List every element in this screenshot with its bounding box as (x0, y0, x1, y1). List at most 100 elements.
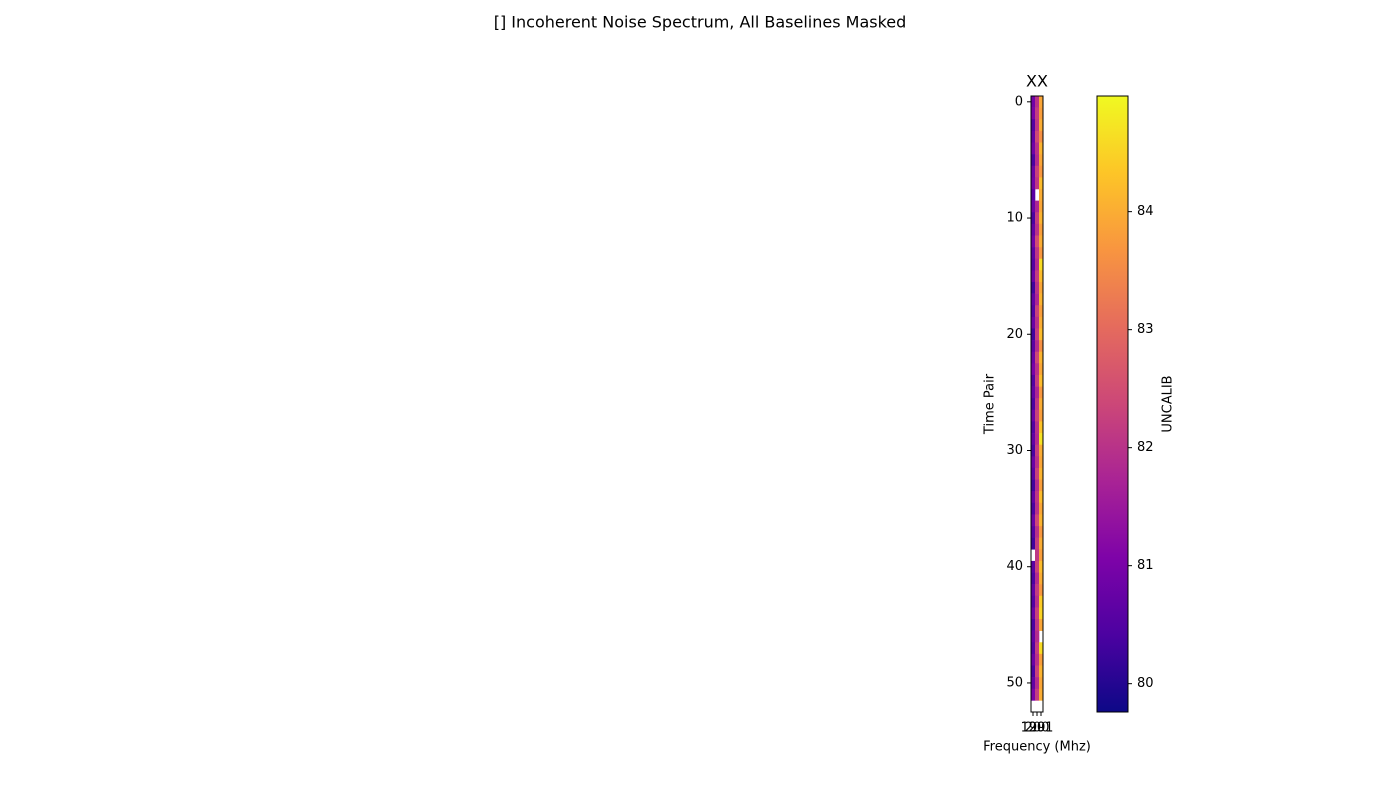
heat-cell (1035, 537, 1040, 550)
heat-cell (1039, 444, 1044, 457)
heat-cell (1039, 223, 1044, 236)
heat-cell (1039, 572, 1044, 585)
heat-cell (1039, 409, 1044, 422)
y-tick-label: 30 (1006, 443, 1023, 458)
heat-cell (1031, 421, 1036, 434)
heat-cell (1031, 177, 1036, 190)
heat-cell (1035, 305, 1040, 318)
heat-cell (1039, 200, 1044, 213)
heat-cell (1031, 154, 1036, 167)
heat-cell (1031, 409, 1036, 422)
heat-cell (1035, 677, 1040, 690)
heat-cell (1039, 316, 1044, 329)
heat-cell (1035, 398, 1040, 411)
heat-cell (1039, 421, 1044, 434)
heat-cell (1039, 130, 1044, 143)
heat-cell (1039, 502, 1044, 515)
heat-cell (1039, 340, 1044, 352)
heat-cell (1039, 595, 1044, 608)
heat-cell (1031, 595, 1036, 608)
heat-cell (1031, 688, 1036, 701)
heat-cell (1031, 340, 1036, 352)
heat-cell (1039, 212, 1044, 225)
heat-cell (1035, 386, 1040, 399)
x-tick-label: 200 (1025, 721, 1050, 736)
heat-cell (1035, 688, 1040, 701)
heat-cell (1031, 607, 1036, 620)
heat-cell (1039, 467, 1044, 480)
heat-cell (1039, 549, 1044, 562)
heat-cell (1039, 119, 1044, 132)
heat-cell (1031, 560, 1036, 573)
heat-cell (1031, 107, 1036, 120)
heat-cell (1039, 386, 1044, 399)
heat-cell (1039, 584, 1044, 597)
heat-cell (1039, 491, 1044, 504)
heat-cell (1039, 479, 1044, 492)
heat-cell (1039, 537, 1044, 550)
heat-cell (1031, 235, 1036, 248)
heat-cell (1031, 96, 1036, 108)
heat-cell (1039, 642, 1044, 655)
heat-cell (1035, 177, 1040, 190)
heat-cell (1031, 537, 1036, 550)
heat-cell (1039, 363, 1044, 376)
heat-cell (1035, 433, 1040, 445)
heat-cell (1031, 351, 1036, 364)
colorbar-label: UNCALIB (1161, 375, 1176, 432)
heat-cell (1035, 479, 1040, 492)
heat-cell (1031, 433, 1036, 445)
heat-cell (1035, 165, 1040, 178)
heat-cell (1031, 502, 1036, 515)
heat-cell (1035, 200, 1040, 213)
chart-title: [] Incoherent Noise Spectrum, All Baseli… (494, 13, 907, 32)
heat-cell (1039, 235, 1044, 248)
colorbar-tick-label: 83 (1137, 322, 1154, 337)
heat-cell (1035, 351, 1040, 364)
heat-cell (1031, 665, 1036, 678)
heat-cell (1039, 154, 1044, 167)
heat-cell (1039, 281, 1044, 294)
heat-cell (1039, 96, 1044, 108)
heat-cell (1031, 270, 1036, 283)
heat-cell (1031, 467, 1036, 480)
heat-cell (1035, 421, 1040, 434)
heat-cell (1031, 514, 1036, 527)
heat-cell (1039, 247, 1044, 260)
heat-cell (1035, 270, 1040, 283)
heat-cell (1031, 386, 1036, 399)
heat-cell (1031, 642, 1036, 655)
heat-cell (1035, 572, 1040, 585)
heat-cell (1035, 653, 1040, 666)
heat-cell (1039, 258, 1044, 271)
heat-cell (1031, 212, 1036, 225)
heat-cell (1035, 340, 1040, 352)
heat-cell (1039, 526, 1044, 538)
heat-cell (1039, 188, 1044, 201)
heat-cell (1031, 328, 1036, 341)
heat-cell (1035, 642, 1040, 655)
heat-cell (1031, 258, 1036, 271)
heat-cell (1031, 142, 1036, 155)
heat-cell (1035, 258, 1040, 271)
heat-cell (1035, 316, 1040, 329)
heat-cell (1031, 130, 1036, 143)
heat-cell (1039, 560, 1044, 573)
heat-cell (1031, 653, 1036, 666)
colorbar-tick-label: 84 (1137, 204, 1154, 219)
heat-cell (1035, 130, 1040, 143)
x-tick-label: 199 (1021, 721, 1046, 736)
heat-cell (1039, 456, 1044, 469)
heat-cell (1031, 200, 1036, 213)
heat-cell (1031, 526, 1036, 538)
heat-cell (1035, 409, 1040, 422)
y-tick-label: 20 (1006, 327, 1023, 342)
heat-cell (1031, 630, 1036, 643)
heat-cell (1035, 154, 1040, 167)
heat-cell (1031, 223, 1036, 236)
heat-cell (1035, 119, 1040, 132)
heat-cell (1035, 514, 1040, 527)
heat-cell (1031, 479, 1036, 492)
heat-cell (1035, 665, 1040, 678)
